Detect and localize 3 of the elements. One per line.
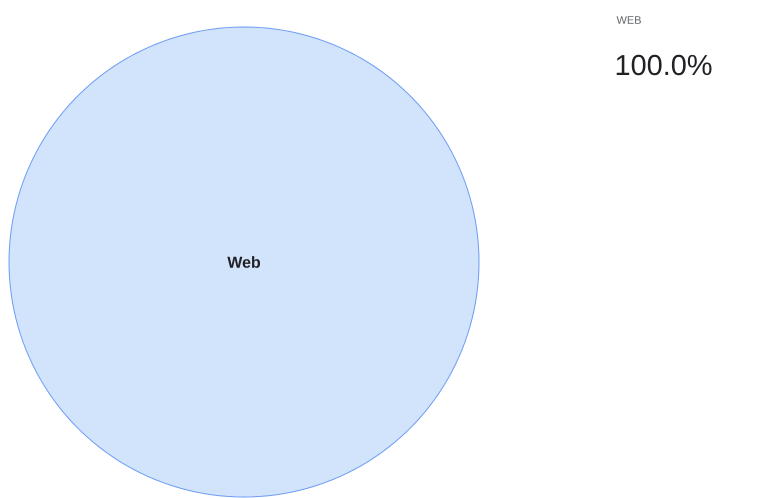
slice-label: Web xyxy=(227,256,260,268)
data-label: 100.0% xyxy=(616,55,712,76)
text: WEB xyxy=(616,16,641,24)
